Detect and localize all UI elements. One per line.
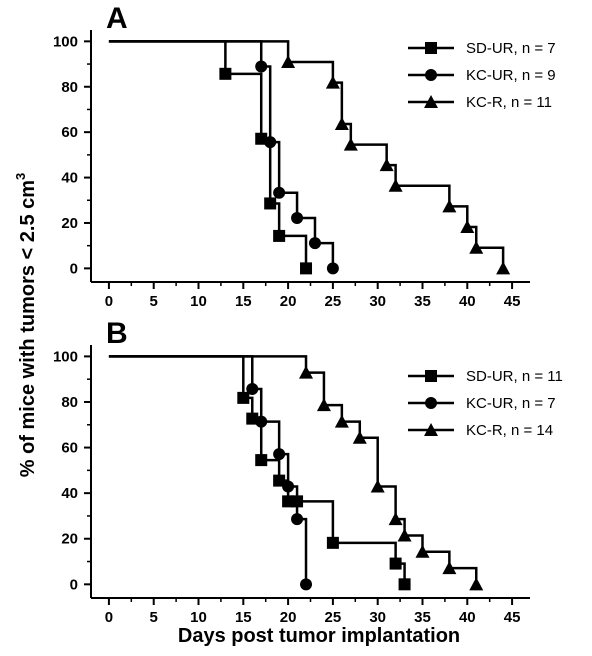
x-tick-label: 5 <box>150 609 158 626</box>
data-point-square <box>273 474 286 487</box>
data-point-square <box>326 536 339 549</box>
x-tick-label: 20 <box>280 293 297 310</box>
x-tick-label: 25 <box>325 609 342 626</box>
y-axis-title-superscript: 3 <box>13 173 28 180</box>
data-point-circle <box>308 237 321 250</box>
data-point-circle <box>273 186 286 199</box>
legend-marker-triangle <box>424 95 438 108</box>
data-point-triangle <box>334 116 349 130</box>
x-axis-title: Days post tumor implantation <box>178 625 460 647</box>
legend-marker-circle <box>425 397 437 409</box>
x-tick-label: 0 <box>105 609 113 626</box>
y-tick-label: 40 <box>61 485 78 502</box>
legend-marker-circle <box>425 69 437 81</box>
data-point-triangle <box>460 220 475 234</box>
series-line-circle <box>108 355 308 585</box>
data-point-circle <box>300 578 313 591</box>
data-point-square <box>389 557 402 570</box>
data-point-triangle <box>496 261 511 275</box>
data-point-triangle <box>379 158 394 172</box>
data-point-triangle <box>316 398 331 412</box>
x-tick-label: 40 <box>459 293 476 310</box>
data-point-triangle <box>299 365 314 379</box>
x-tick-label: 30 <box>369 293 386 310</box>
x-tick-label: 15 <box>235 293 252 310</box>
x-tick-label: 45 <box>504 609 521 626</box>
legend-label: KC-UR, n = 9 <box>466 67 556 84</box>
data-point-triangle <box>397 528 412 542</box>
y-tick-label: 20 <box>61 531 78 548</box>
y-tick-label: 80 <box>61 79 78 96</box>
legend-label: KC-R, n = 14 <box>466 422 553 439</box>
panel-label: B <box>106 317 128 350</box>
data-point-circle <box>326 262 339 275</box>
data-point-circle <box>246 382 259 395</box>
y-tick-label: 0 <box>70 260 78 277</box>
y-tick-label: 100 <box>53 33 78 50</box>
x-tick-label: 20 <box>280 609 297 626</box>
data-point-triangle <box>442 199 457 213</box>
panel-label: A <box>106 2 128 35</box>
x-tick-label: 15 <box>235 609 252 626</box>
data-point-triangle <box>343 137 358 151</box>
y-tick-label: 0 <box>70 576 78 593</box>
data-point-triangle <box>415 544 430 558</box>
data-point-triangle <box>370 479 385 493</box>
data-point-square <box>300 262 313 275</box>
legend-marker-square <box>425 370 437 382</box>
x-tick-label: 0 <box>105 293 113 310</box>
x-tick-label: 10 <box>190 293 207 310</box>
y-axis-title-text: % of mice with tumors < 2.5 cm <box>17 180 39 477</box>
data-point-triangle <box>388 512 403 526</box>
x-tick-label: 45 <box>504 293 521 310</box>
data-point-circle <box>291 513 304 526</box>
x-tick-label: 30 <box>369 609 386 626</box>
x-tick-label: 10 <box>190 609 207 626</box>
data-point-square <box>219 67 232 80</box>
data-point-circle <box>291 211 304 224</box>
data-point-square <box>237 391 250 404</box>
y-tick-label: 20 <box>61 215 78 232</box>
data-point-circle <box>255 60 268 73</box>
legend-marker-square <box>425 42 437 54</box>
data-point-circle <box>264 136 277 149</box>
data-point-circle <box>273 448 286 461</box>
x-tick-label: 35 <box>414 609 431 626</box>
x-tick-label: 5 <box>150 293 158 310</box>
data-point-triangle <box>352 430 367 444</box>
panel-a: A 0 5 10 15 20 25 30 35 40 45 0 20 40 60 80 100 SD-UR, n … <box>53 2 556 310</box>
y-tick-label: 100 <box>53 348 78 365</box>
panel-b: B 0 5 10 15 20 25 30 35 40 45 0 20 40 60 80 100 SD-UR, n … <box>53 317 563 626</box>
x-tick-label: 35 <box>414 293 431 310</box>
data-point-triangle <box>281 55 296 69</box>
data-point-square <box>255 454 268 467</box>
x-tick-label: 25 <box>325 293 342 310</box>
legend-label: KC-UR, n = 7 <box>466 395 556 412</box>
legend-label: SD-UR, n = 7 <box>466 40 556 57</box>
data-point-triangle <box>325 75 340 89</box>
y-tick-label: 40 <box>61 170 78 187</box>
y-axis-title: % of mice with tumors < 2.5 cm3 <box>13 173 39 478</box>
data-point-square <box>398 578 411 591</box>
y-tick-label: 60 <box>61 124 78 141</box>
data-point-square <box>264 197 277 210</box>
data-point-triangle <box>469 240 484 254</box>
data-point-circle <box>255 415 268 428</box>
legend-marker-triangle <box>424 423 438 436</box>
data-point-circle <box>282 480 295 493</box>
data-point-triangle <box>469 577 484 591</box>
y-tick-label: 60 <box>61 440 78 457</box>
data-point-square <box>273 229 286 242</box>
data-point-triangle <box>334 414 349 428</box>
data-point-triangle <box>442 561 457 575</box>
y-tick-label: 80 <box>61 394 78 411</box>
x-tick-label: 40 <box>459 609 476 626</box>
legend-label: SD-UR, n = 11 <box>466 368 563 385</box>
legend-label: KC-R, n = 11 <box>466 94 552 111</box>
data-point-triangle <box>388 178 403 192</box>
